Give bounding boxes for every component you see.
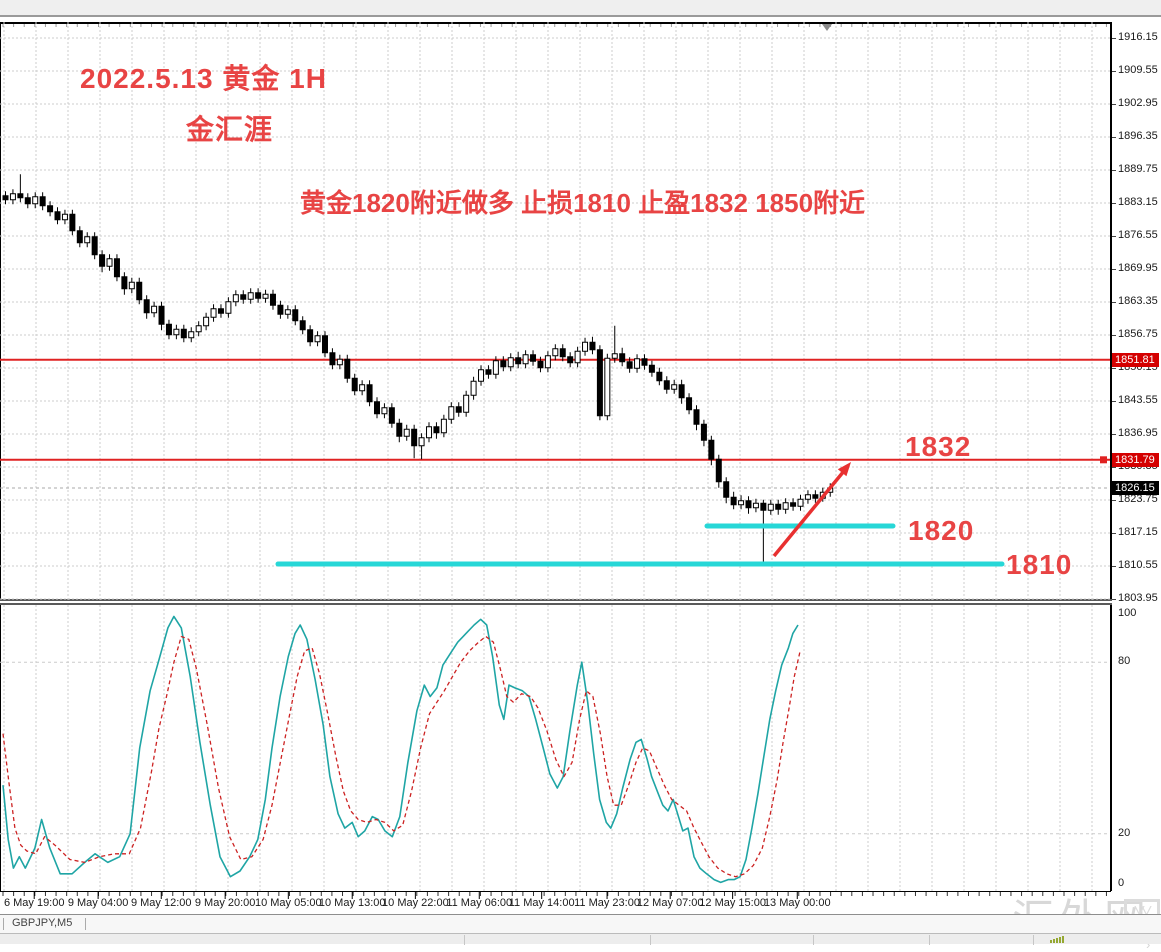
price-axis-border xyxy=(1110,22,1112,891)
tab-gbpjpy-m5[interactable]: GBPJPY,M5 xyxy=(12,917,73,929)
price-tick-mark xyxy=(1112,302,1116,303)
chart-title-line2: 金汇涯 xyxy=(186,114,274,145)
price-tick-label: 1817.15 xyxy=(1118,526,1158,538)
tab-separator xyxy=(3,918,4,930)
time-axis-label: 9 May 20:00 xyxy=(194,897,256,909)
chart-title-line1: 2022.5.13 黄金 1H xyxy=(80,63,327,94)
price-tick-mark xyxy=(1112,566,1116,567)
chart-tab-bar: GBPJPY,M5 xyxy=(0,914,1161,933)
take-profit-label: 1832 xyxy=(905,431,972,462)
price-tick-mark xyxy=(1112,170,1116,171)
time-axis-label: 9 May 04:00 xyxy=(67,897,129,909)
oscillator-tick-label: 20 xyxy=(1118,826,1131,839)
time-axis-label: 11 May 14:00 xyxy=(508,897,575,909)
time-axis-label: 12 May 07:00 xyxy=(636,897,704,909)
status-bar xyxy=(0,933,1161,945)
time-axis-scale[interactable]: 6 May 19:00 9 May 04:00 9 May 12:00 9 May 2… xyxy=(0,891,1111,915)
price-tick-mark xyxy=(1112,335,1116,336)
connection-signal-icon xyxy=(1050,936,1064,943)
status-bar-separator xyxy=(929,935,930,945)
price-tick-mark xyxy=(1112,434,1116,435)
time-axis-label: 9 May 12:00 xyxy=(130,897,192,909)
time-axis-label: 12 May 15:00 xyxy=(699,897,766,909)
chart-frame-top xyxy=(0,22,1112,24)
chart-shift-marker-icon xyxy=(822,24,832,31)
status-bar-separator xyxy=(464,935,465,945)
price-tick-mark xyxy=(1112,71,1116,72)
price-badge-1851: 1851.81 xyxy=(1112,353,1159,367)
price-tick-mark xyxy=(1112,533,1116,534)
price-tick-label: 1803.95 xyxy=(1118,592,1158,604)
status-bar-separator xyxy=(1033,935,1034,945)
time-axis-label: 6 May 19:00 xyxy=(3,897,65,909)
panel-separator[interactable] xyxy=(0,599,1112,605)
price-tick-label: 1916.15 xyxy=(1118,31,1158,43)
oscillator-tick-label: 0 xyxy=(1118,877,1125,889)
price-tick-label: 1810.55 xyxy=(1118,559,1158,571)
price-tick-label: 1909.55 xyxy=(1118,64,1158,76)
price-tick-mark xyxy=(1112,203,1116,204)
price-tick-mark xyxy=(1112,467,1116,468)
chart-frame-left xyxy=(0,22,1,891)
price-tick-mark xyxy=(1112,38,1116,39)
tab-separator xyxy=(85,918,86,930)
price-tick-label: 1856.75 xyxy=(1118,328,1158,340)
price-tick-label: 1876.55 xyxy=(1118,229,1158,241)
time-axis-label: 13 May 00:00 xyxy=(763,897,831,909)
current-price-badge: 1826.15 xyxy=(1112,481,1159,495)
price-tick-mark xyxy=(1112,104,1116,105)
price-chart-canvas[interactable] xyxy=(0,22,1110,600)
price-tick-mark xyxy=(1112,269,1116,270)
oscillator-tick-label: 100 xyxy=(1118,607,1137,619)
price-tick-label: 1889.75 xyxy=(1118,163,1158,175)
time-axis-label: 11 May 06:00 xyxy=(446,897,513,909)
price-tick-label: 1863.35 xyxy=(1118,295,1158,307)
price-tick-label: 1843.55 xyxy=(1118,394,1158,406)
price-tick-mark xyxy=(1112,599,1116,600)
time-axis-ticks xyxy=(2,892,1107,899)
price-tick-label: 1896.35 xyxy=(1118,130,1158,142)
time-axis-label: 10 May 22:00 xyxy=(382,897,449,909)
price-tick-mark xyxy=(1112,368,1116,369)
price-tick-mark xyxy=(1112,137,1116,138)
price-tick-label: 1823.75 xyxy=(1118,493,1158,505)
price-tick-mark xyxy=(1112,401,1116,402)
stochastic-panel-canvas[interactable] xyxy=(0,605,1110,891)
time-axis-label: 10 May 13:00 xyxy=(318,897,386,909)
price-badge-1831: 1831.79 xyxy=(1112,453,1159,467)
oscillator-tick-label: 80 xyxy=(1118,655,1131,668)
entry-level-label: 1820 xyxy=(908,515,975,546)
price-tick-label: 1836.95 xyxy=(1118,427,1158,439)
price-tick-label: 1902.95 xyxy=(1118,97,1158,109)
time-axis-label: 10 May 05:00 xyxy=(254,897,322,909)
price-tick-label: 1869.95 xyxy=(1118,262,1158,274)
window-top-strip xyxy=(0,0,1161,17)
trade-plan-annotation: 黄金1820附近做多 止损1810 止盈1832 1850附近 xyxy=(300,188,866,218)
status-bar-separator xyxy=(813,935,814,945)
price-tick-mark xyxy=(1112,500,1116,501)
stop-loss-label: 1810 xyxy=(1006,549,1073,580)
time-axis-label: 11 May 23:00 xyxy=(574,897,640,909)
price-tick-mark xyxy=(1112,236,1116,237)
price-tick-label: 1883.15 xyxy=(1118,196,1158,208)
status-bar-separator xyxy=(650,935,651,945)
